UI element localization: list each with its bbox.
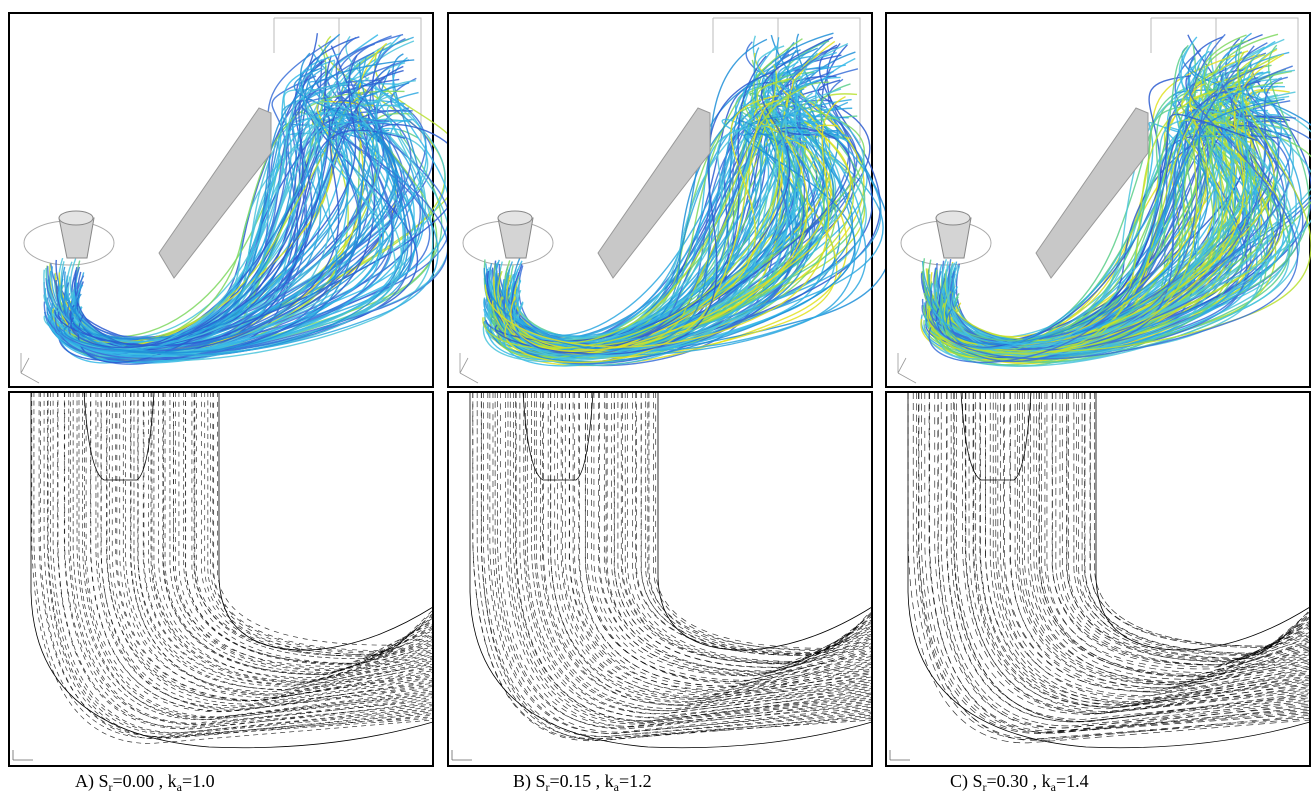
vector-panel bbox=[448, 392, 872, 766]
caption-part: =0.30 , k bbox=[987, 771, 1051, 791]
caption-part: =1.4 bbox=[1056, 771, 1089, 791]
nozzle-top bbox=[936, 211, 970, 225]
nozzle-top bbox=[498, 211, 532, 225]
vector-panel bbox=[9, 392, 433, 766]
panel-frame bbox=[886, 392, 1310, 766]
caption-part: =1.2 bbox=[619, 771, 652, 791]
caption-part: =0.15 , k bbox=[550, 771, 614, 791]
caption-part: =1.0 bbox=[182, 771, 215, 791]
caption-part: =0.00 , k bbox=[113, 771, 177, 791]
caption-part: B) S bbox=[513, 771, 546, 792]
vector-panel bbox=[886, 392, 1310, 766]
panel-frame bbox=[9, 392, 433, 766]
streamline-panel bbox=[448, 13, 891, 387]
caption: B) Sr=0.15 , ka=1.2 bbox=[513, 771, 652, 794]
streamline-panel bbox=[886, 13, 1311, 387]
figure: A) Sr=0.00 , ka=1.0 B) Sr=0.15 , ka=1.2 C)… bbox=[0, 0, 1311, 794]
caption-part: A) S bbox=[75, 771, 109, 792]
caption-part: C) S bbox=[950, 771, 983, 792]
caption: A) Sr=0.00 , ka=1.0 bbox=[75, 771, 215, 794]
panel-frame bbox=[448, 392, 872, 766]
caption: C) Sr=0.30 , ka=1.4 bbox=[950, 771, 1089, 794]
nozzle-top bbox=[59, 211, 93, 225]
streamline-panel bbox=[9, 13, 463, 387]
